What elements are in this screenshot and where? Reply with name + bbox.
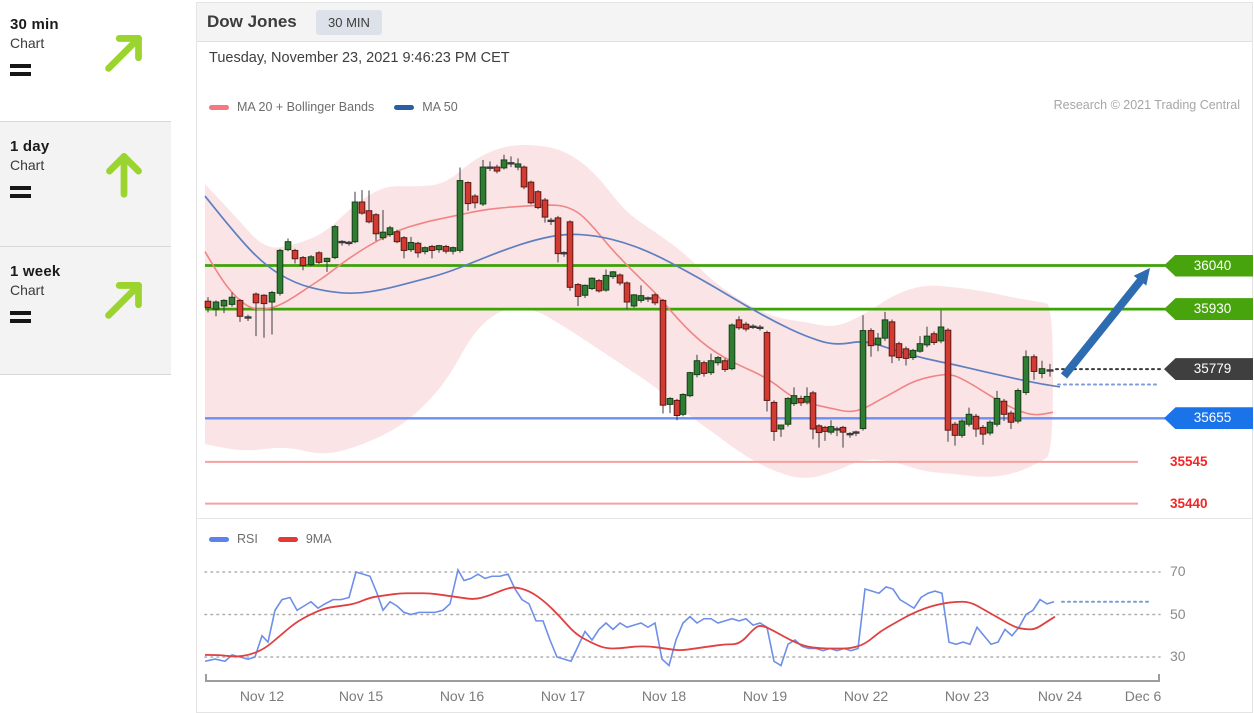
- sidebar: 30 min Chart 1 day Chart 1 week Chart: [0, 0, 171, 713]
- x-axis-label-Nov-23: Nov 23: [944, 688, 990, 704]
- sidebar-item-label: 1 day: [10, 138, 50, 155]
- rsi-ma-legend-label: 9MA: [305, 532, 332, 546]
- ma50-legend-label: MA 50: [422, 100, 458, 114]
- ma20-bollinger-legend-label: MA 20 + Bollinger Bands: [237, 100, 375, 114]
- price-level-badge-35655: 35655: [1164, 407, 1253, 430]
- research-credit: Research © 2021 Trading Central: [1053, 98, 1240, 112]
- equals-icon: [10, 311, 31, 327]
- sidebar-item-sublabel: Chart: [10, 282, 45, 298]
- sidebar-item-30-min[interactable]: 30 min Chart: [0, 0, 171, 121]
- sidebar-item-text: 30 min Chart: [10, 16, 59, 51]
- timeframe-badge[interactable]: 30 MIN: [316, 10, 382, 35]
- price-legend: MA 20 + Bollinger Bands MA 50: [209, 100, 458, 114]
- x-axis-label-Nov-22: Nov 22: [843, 688, 889, 704]
- x-axis-label-Nov-15: Nov 15: [338, 688, 384, 704]
- ma50-swatch-icon: [394, 104, 415, 110]
- sidebar-item-1-day[interactable]: 1 day Chart: [0, 121, 171, 246]
- x-axis-label-Nov-18: Nov 18: [641, 688, 687, 704]
- price-level-badge-35930: 35930: [1164, 298, 1253, 321]
- price-level-badge-36040: 36040: [1164, 254, 1253, 277]
- sidebar-item-text: 1 day Chart: [10, 138, 49, 173]
- sidebar-item-1-week[interactable]: 1 week Chart: [0, 246, 171, 375]
- rsi-legend: RSI 9MA: [209, 532, 332, 546]
- equals-icon: [10, 64, 31, 80]
- rsi-ma-swatch-icon: [277, 536, 298, 542]
- x-axis-label-Nov-24: Nov 24: [1037, 688, 1083, 704]
- sidebar-item-sublabel: Chart: [10, 35, 45, 51]
- equals-icon: [10, 186, 31, 202]
- x-axis-label-Nov-17: Nov 17: [540, 688, 586, 704]
- panel-header: Dow Jones 30 MIN: [197, 3, 1252, 42]
- arrow-up-icon: [106, 153, 142, 198]
- chart-panel: Dow Jones 30 MIN Tuesday, November 23, 2…: [196, 2, 1253, 713]
- x-axis-label-Nov-16: Nov 16: [439, 688, 485, 704]
- x-axis-label-Nov-19: Nov 19: [742, 688, 788, 704]
- price-level-label-35545: 35545: [1170, 453, 1208, 469]
- arrow-up-right-icon: [105, 35, 142, 72]
- rsi-axis-label-50: 50: [1170, 605, 1186, 622]
- x-axis-label-Dec-6: Dec 6: [1124, 688, 1162, 704]
- sidebar-item-label: 1 week: [10, 263, 61, 280]
- sidebar-item-label: 30 min: [10, 16, 59, 33]
- arrow-up-right-icon: [105, 282, 142, 319]
- rsi-axis-label-30: 30: [1170, 648, 1186, 664]
- price-level-badge-35779: 35779: [1164, 358, 1253, 381]
- sidebar-item-sublabel: Chart: [10, 157, 45, 173]
- panel-divider: [197, 518, 1252, 519]
- rsi-axis-label-70: 70: [1170, 563, 1186, 579]
- rsi-legend-label: RSI: [237, 532, 258, 546]
- ma20-bollinger-swatch-icon: [209, 104, 229, 110]
- sidebar-item-text: 1 week Chart: [10, 263, 60, 298]
- instrument-title: Dow Jones: [207, 12, 297, 31]
- chart-datetime: Tuesday, November 23, 2021 9:46:23 PM CE…: [209, 50, 510, 66]
- rsi-swatch-icon: [209, 536, 229, 542]
- x-axis-label-Nov-12: Nov 12: [239, 688, 285, 704]
- price-level-label-35440: 35440: [1170, 495, 1208, 511]
